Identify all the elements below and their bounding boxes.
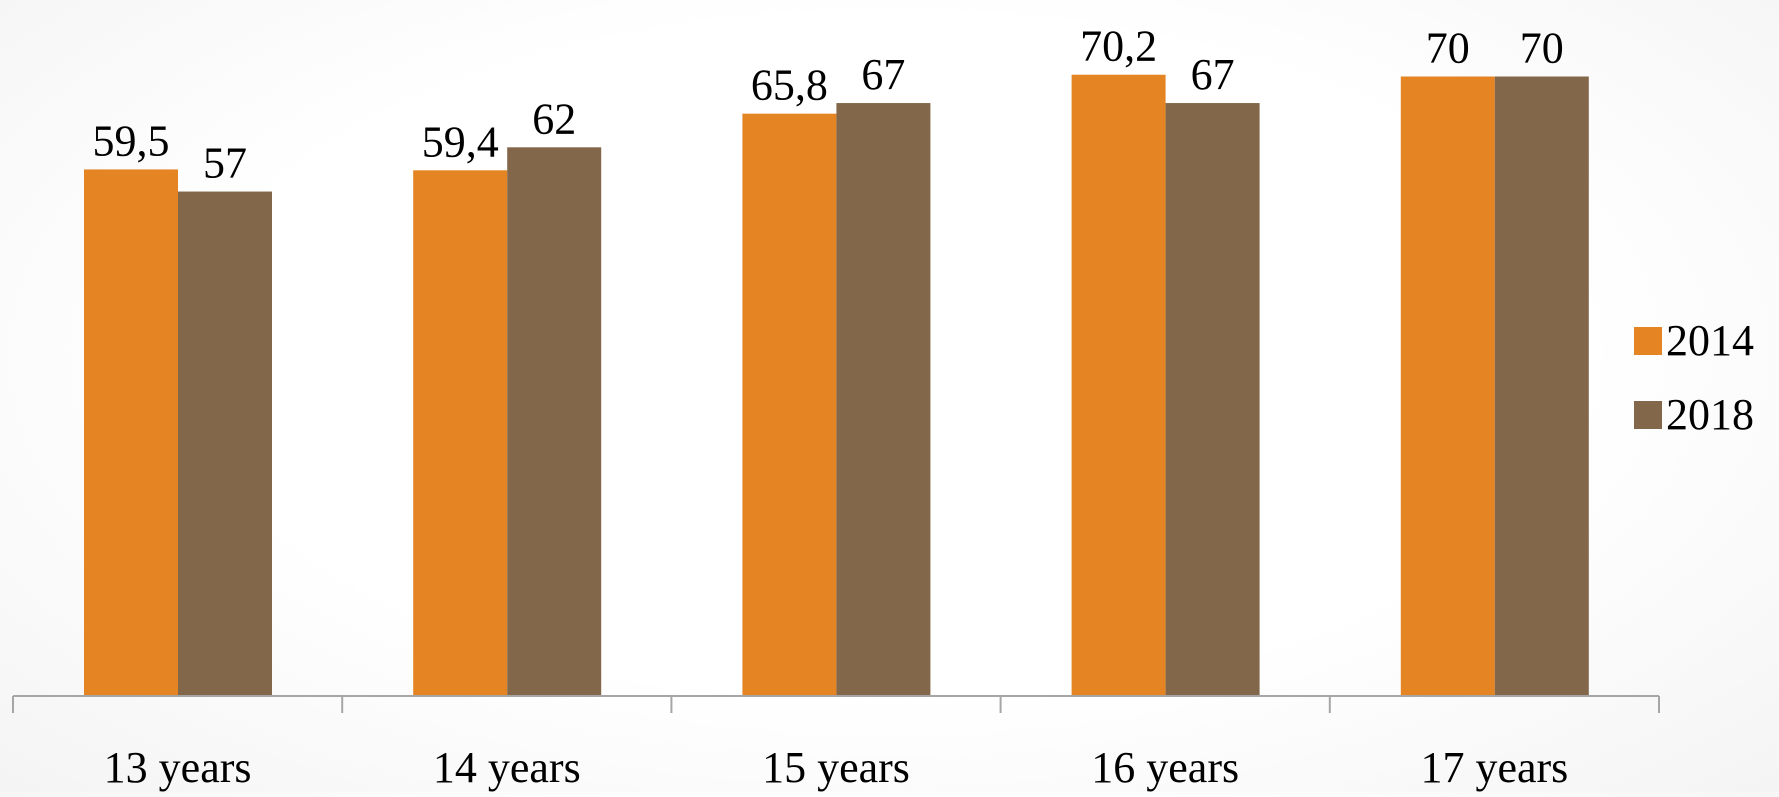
bar-2014-1 [413,170,508,696]
data-label-2014-2: 65,8 [751,61,828,110]
data-label-2014-3: 70,2 [1080,22,1157,71]
bar-2014-0 [84,169,178,697]
x-tick-label-2: 15 years [762,743,910,792]
data-label-2018-1: 62 [532,94,576,143]
data-label-2018-2: 67 [861,50,905,99]
x-tick-label-3: 16 years [1091,743,1239,792]
legend-swatch-2018 [1634,401,1662,429]
legend-item-2014: 2014 [1634,318,1754,364]
legend-item-2018: 2018 [1634,392,1754,438]
x-tick-label-1: 14 years [433,743,581,792]
bar-2018-0 [178,191,272,697]
bar-2018-3 [1165,103,1260,697]
bar-2018-2 [836,103,931,697]
x-tick-label-0: 13 years [104,743,252,792]
bar-2014-3 [1071,74,1166,697]
data-label-2014-1: 59,4 [422,117,499,166]
legend: 2014 2018 [1634,318,1754,438]
bar-2018-1 [507,147,602,697]
data-label-2018-3: 67 [1191,50,1235,99]
legend-swatch-2014 [1634,327,1662,355]
bar-2014-2 [742,113,837,697]
data-label-2014-0: 59,5 [93,116,170,165]
legend-label-2014: 2014 [1666,316,1754,365]
legend-label-2018: 2018 [1666,390,1754,439]
data-label-2018-0: 57 [203,139,247,188]
bar-2018-4 [1494,76,1589,696]
data-label-2018-4: 70 [1520,24,1564,73]
data-label-2014-4: 70 [1426,24,1470,73]
x-tick-label-4: 17 years [1420,743,1568,792]
bar-2014-4 [1400,76,1495,696]
